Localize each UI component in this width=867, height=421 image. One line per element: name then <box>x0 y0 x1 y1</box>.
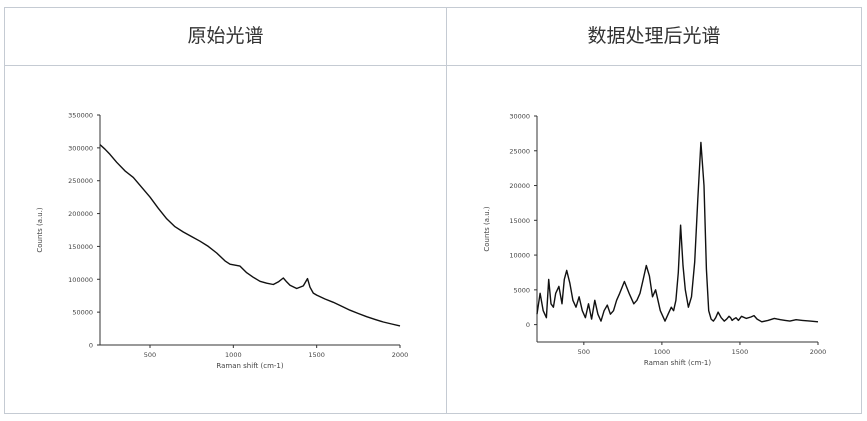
header-processed-spectrum: 数据处理后光谱 <box>587 25 721 47</box>
table-header-row: 原始光谱 数据处理后光谱 <box>5 8 861 66</box>
spectra-table: 原始光谱 数据处理后光谱 <box>4 7 862 414</box>
header-original-spectrum: 原始光谱 <box>187 25 264 47</box>
column-divider <box>446 8 447 413</box>
